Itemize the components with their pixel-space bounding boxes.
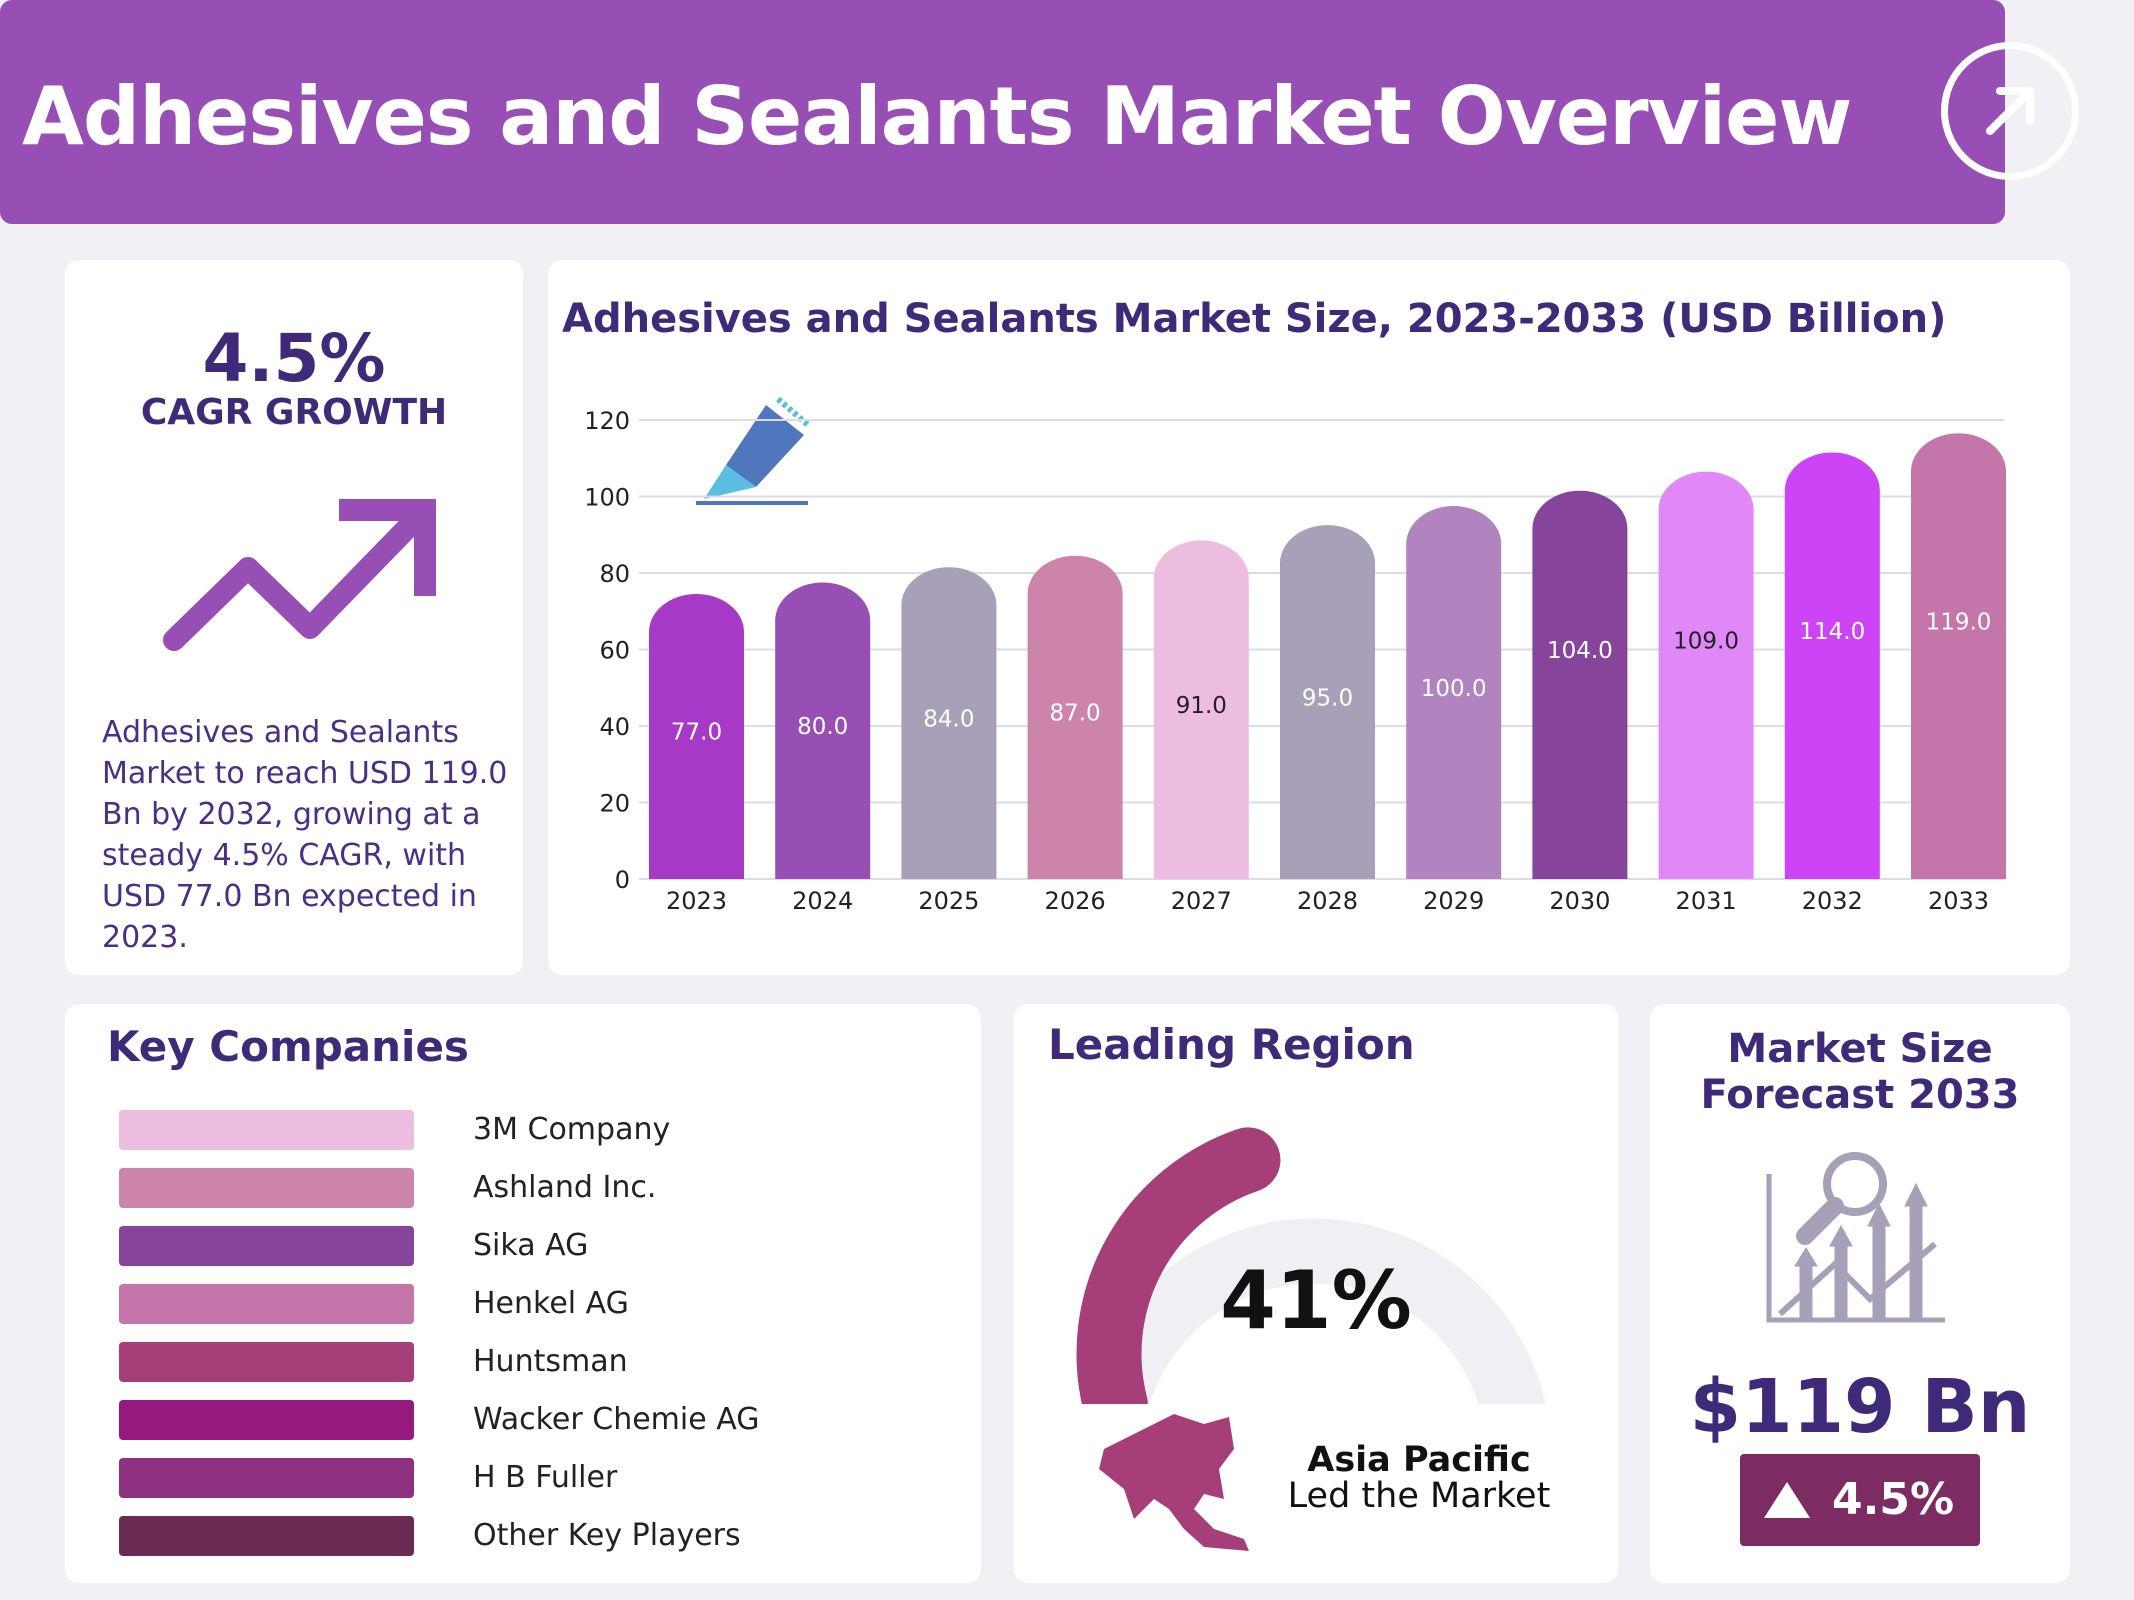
cagr-card: 4.5% CAGR GROWTH Adhesives and Sealants …: [65, 260, 523, 975]
cagr-description: Adhesives and Sealants Market to reach U…: [102, 715, 508, 955]
bar: [1532, 490, 1628, 879]
company-color-swatch: [119, 1110, 414, 1150]
bar: [1911, 433, 2006, 879]
asia-map-icon: [1099, 1414, 1249, 1551]
company-name: 3M Company: [473, 1112, 671, 1147]
region-card: Leading Region 41% Asia Pacific Led the …: [1014, 1004, 1618, 1583]
company-color-swatch: [119, 1226, 414, 1266]
bar: [901, 567, 997, 879]
cagr-value: 4.5%: [202, 320, 386, 397]
x-tick-label: 2023: [666, 887, 727, 915]
y-tick-label: 100: [584, 484, 630, 512]
company-color-swatch: [119, 1516, 414, 1556]
growth-badge: 4.5%: [1740, 1454, 1980, 1546]
data-label: 104.0: [1547, 638, 1613, 664]
bar: [1027, 555, 1123, 879]
y-tick-label: 120: [584, 407, 630, 435]
company-color-swatch: [119, 1400, 414, 1440]
company-name: Ashland Inc.: [473, 1170, 657, 1205]
region-share-gauge: [1076, 1127, 1545, 1404]
x-tick-label: 2032: [1802, 887, 1863, 915]
region-title: Leading Region: [1048, 1020, 1415, 1069]
y-tick-label: 60: [599, 637, 630, 665]
data-label: 109.0: [1673, 629, 1739, 655]
bar: [1153, 540, 1249, 879]
glue-tube-icon: [696, 396, 810, 505]
chart-card: Adhesives and Sealants Market Size, 2023…: [548, 260, 2070, 975]
data-label: 91.0: [1176, 693, 1227, 719]
forecast-title: Market Size Forecast 2033: [1700, 1026, 2020, 1118]
company-color-swatch: [119, 1458, 414, 1498]
bar: [1658, 471, 1754, 879]
companies-card: Key Companies 3M Company Ashland Inc. Sika…: [65, 1004, 981, 1583]
company-name: Henkel AG: [473, 1286, 629, 1321]
bar-chart: 0 20 40 60 80 100 120 77.0 2023 80.0 2024 84.0 2025 8…: [584, 407, 2006, 915]
bar: [1406, 506, 1502, 879]
gauge-fill: [1076, 1127, 1281, 1404]
y-tick-label: 40: [599, 713, 630, 741]
x-tick-label: 2030: [1549, 887, 1610, 915]
data-label: 100.0: [1421, 676, 1487, 702]
bar: [649, 593, 744, 879]
cagr-label: CAGR GROWTH: [140, 392, 448, 433]
x-tick-label: 2027: [1171, 887, 1232, 915]
company-name: Wacker Chemie AG: [473, 1402, 760, 1437]
data-label: 77.0: [671, 720, 722, 746]
forecast-card: Market Size Forecast 2033 $119 Bn 4.5%: [1650, 1004, 2070, 1583]
data-label: 114.0: [1799, 619, 1865, 645]
y-tick-label: 0: [615, 866, 630, 894]
region-percent: 41%: [1220, 1254, 1412, 1347]
data-label: 119.0: [1926, 609, 1992, 635]
bar: [1280, 525, 1375, 879]
data-label: 84.0: [923, 706, 974, 732]
growth-value: 4.5%: [1832, 1474, 1955, 1525]
chart-title: Adhesives and Sealants Market Size, 2023…: [562, 296, 1947, 342]
x-tick-label: 2028: [1297, 887, 1358, 915]
data-label: 87.0: [1049, 701, 1100, 727]
forecast-value: $119 Bn: [1689, 1364, 2031, 1450]
trend-up-arrow-icon: [163, 499, 436, 651]
x-tick-label: 2024: [792, 887, 853, 915]
triangle-up-icon: [1764, 1482, 1810, 1518]
y-tick-label: 20: [599, 790, 630, 818]
company-color-swatch: [119, 1284, 414, 1324]
bar: [775, 582, 871, 879]
x-tick-label: 2025: [918, 887, 979, 915]
x-tick-label: 2029: [1423, 887, 1484, 915]
company-color-swatch: [119, 1168, 414, 1208]
growth-chart-magnifier-icon: [1766, 1152, 1945, 1323]
company-name: Other Key Players: [473, 1518, 741, 1553]
companies-title: Key Companies: [107, 1022, 469, 1071]
region-subtitle: Led the Market: [1287, 1476, 1551, 1516]
data-label: 95.0: [1302, 685, 1353, 711]
company-color-swatch: [119, 1342, 414, 1382]
company-name: Sika AG: [473, 1228, 589, 1263]
region-name: Asia Pacific: [1307, 1440, 1531, 1480]
x-tick-label: 2026: [1045, 887, 1106, 915]
x-tick-label: 2031: [1676, 887, 1737, 915]
company-name: Huntsman: [473, 1344, 628, 1379]
page-title: Adhesives and Sealants Market Overview: [22, 70, 1852, 163]
data-label: 80.0: [797, 714, 848, 740]
arrow-up-right-icon[interactable]: [1941, 42, 2079, 180]
y-tick-label: 80: [599, 560, 630, 588]
company-name: H B Fuller: [473, 1460, 618, 1495]
gauge-track: [1083, 1218, 1545, 1404]
bar: [1784, 452, 1880, 879]
header-banner: Adhesives and Sealants Market Overview: [0, 0, 2079, 224]
x-tick-label: 2033: [1928, 887, 1989, 915]
